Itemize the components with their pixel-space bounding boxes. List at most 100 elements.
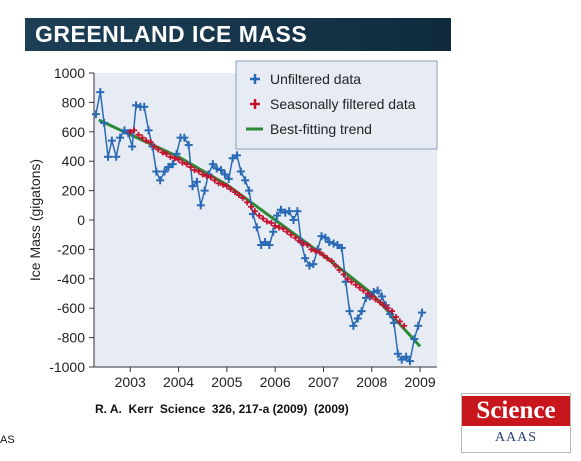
filtered-point [195,168,202,175]
unfiltered-point [345,307,354,316]
unfiltered-point [357,307,366,316]
filtered-point [199,171,206,178]
unfiltered-point [377,292,386,301]
filtered-point [232,189,239,196]
filtered-point [389,308,396,315]
legend-marker-unfiltered [250,74,260,84]
filtered-point [396,318,403,325]
filtered-point [380,302,387,309]
filtered-point [384,305,391,312]
y-tick-label: -400 [57,271,85,287]
y-tick-label: -800 [57,330,85,346]
unfiltered-point [96,88,105,97]
filtered-point [260,215,267,222]
filtered-point [368,293,375,300]
x-tick-label: 2005 [211,374,242,390]
filtered-point [251,208,258,215]
y-tick-label: -1000 [49,359,85,375]
legend-label-filtered: Seasonally filtered data [270,96,416,112]
x-tick-label: 2007 [308,374,339,390]
unfiltered-point [116,133,125,142]
unfiltered-point [369,288,378,297]
unfiltered-point [393,349,402,358]
legend-label-trend: Best-fitting trend [270,121,372,137]
unfiltered-point [390,318,399,327]
science-logo[interactable]: Science AAAS [461,393,571,453]
title-bar: GREENLAND ICE MASS [25,18,451,51]
unfiltered-point [180,133,189,142]
filtered-point [376,299,383,306]
filtered-point [175,156,182,163]
filtered-point [131,127,138,134]
cropped-text-fragment: AS [0,434,15,446]
unfiltered-point [397,355,406,364]
filtered-point [401,322,408,329]
unfiltered-point [212,164,221,173]
unfiltered-point [261,238,270,247]
science-wordmark: Science [462,396,570,426]
filtered-point [256,212,263,219]
filtered-point [300,240,307,247]
filtered-point [143,137,150,144]
unfiltered-point [410,335,419,344]
filtered-point [296,237,303,244]
unfiltered-point [414,321,423,330]
filtered-point [320,252,327,259]
unfiltered-point [91,110,100,119]
unfiltered-point [281,208,290,217]
unfiltered-point [144,126,153,135]
aaas-wordmark: AAAS [494,430,538,445]
filtered-point [219,181,226,188]
filtered-point [203,172,210,179]
filtered-point [304,241,311,248]
unfiltered-point [156,176,165,185]
unfiltered-point [152,167,161,176]
filtered-point [248,203,255,210]
y-axis: 1000 800 600 400 200 0 -200 -400 -600 -800 -1000 [49,65,95,375]
filtered-point [155,146,162,153]
filtered-point [179,159,186,166]
unfiltered-point [273,211,282,220]
filtered-point [364,290,371,297]
filtered-point [392,314,399,321]
filtered-point [235,192,242,199]
unfiltered-point [333,240,342,249]
unfiltered-point [100,118,109,127]
unfiltered-point [196,201,205,210]
unfiltered-point [188,182,197,191]
filtered-point [167,153,174,160]
unfiltered-point [373,286,382,295]
filtered-point [348,278,355,285]
y-tick-label: 0 [77,212,85,228]
unfiltered-point [217,166,226,175]
filtered-point [312,247,319,254]
filtered-point [207,174,214,181]
unfiltered-point [361,293,370,302]
y-tick-label: 400 [62,153,86,169]
filtered-point [147,139,154,146]
unfiltered-point [329,239,338,248]
unfiltered-point [269,227,278,236]
filtered-point [340,271,347,278]
filtered-point [288,231,295,238]
filtered-point [211,177,218,184]
x-tick-label: 2003 [115,374,146,390]
filtered-point [344,275,351,282]
filtered-series [127,127,408,329]
filtered-point [223,183,230,190]
filtered-point [316,249,323,256]
unfiltered-point [107,136,116,145]
filtered-point [135,131,142,138]
unfiltered-point [168,160,177,169]
unfiltered-point [317,232,326,241]
filtered-point [244,199,251,206]
unfiltered-point [276,205,285,214]
filtered-point [159,149,166,156]
unfiltered-point [265,240,274,249]
unfiltered-point [132,101,141,110]
filtered-point [151,143,158,150]
unfiltered-point [160,167,169,176]
filtered-point [227,186,234,193]
y-tick-label: 800 [62,94,86,110]
unfiltered-point [236,167,245,176]
